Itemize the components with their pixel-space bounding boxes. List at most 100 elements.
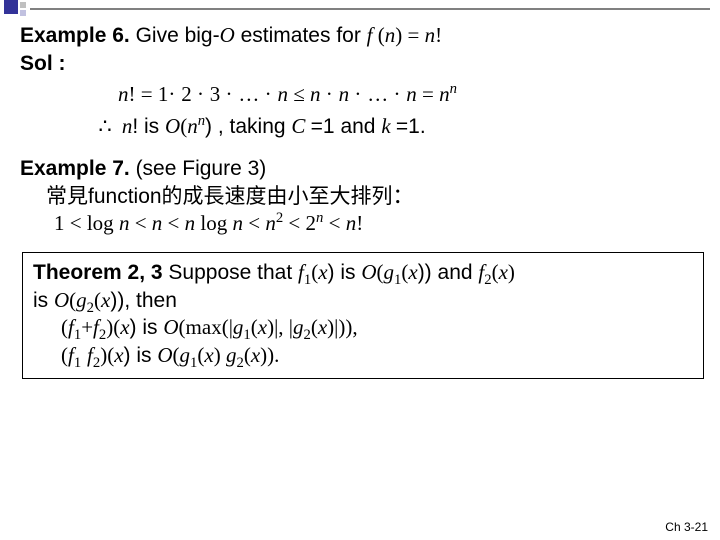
m1-g: n [310, 82, 326, 106]
iq-a: 1 < log [54, 211, 119, 235]
example-6-sol: Sol : [20, 50, 708, 78]
th-x7: x [318, 315, 327, 339]
th-l3a: ( [61, 315, 68, 339]
iq-f: < 2 [283, 211, 316, 235]
m1-d4: · [265, 82, 272, 106]
th-l4h: ( [244, 343, 251, 367]
example-7-heading: Example 7. (see Figure 3) [20, 155, 708, 183]
th-x6: x [258, 315, 267, 339]
m2-e: =1 and [311, 115, 382, 138]
th-gs4b: 2 [236, 355, 243, 371]
example-7-inequality: 1 < log n < n < n log n < n2 < 2n < n! [20, 210, 708, 238]
m1-d: 3 [210, 82, 226, 106]
th-plus: + [81, 315, 93, 339]
deco-square-small-1 [20, 2, 26, 8]
m1-nn-base: n [439, 82, 450, 106]
m2-b: ! is [132, 115, 165, 138]
m1-e: … [238, 82, 264, 106]
deco-horizontal-line [30, 8, 710, 10]
example-7-block: Example 7. (see Figure 3) 常見function的成長速… [20, 155, 708, 238]
m2-k: k [381, 114, 396, 138]
m1-d3: · [226, 82, 233, 106]
ex6-bang: ! [435, 23, 442, 47]
th-gs3b: 2 [303, 328, 310, 344]
th-l2d: )), then [110, 289, 177, 312]
th-l4i: )). [260, 343, 279, 367]
th-l3e: ( [251, 315, 258, 339]
iq-n2: n [152, 211, 163, 235]
th-x3: x [499, 260, 508, 284]
iq-n6: n [346, 211, 357, 235]
th-l4d: ) is [124, 344, 158, 367]
m2-O: O [165, 114, 180, 138]
ex6-big-o: O [220, 23, 235, 47]
iq-b: < [129, 211, 151, 235]
m2-nn: nn [187, 114, 205, 138]
iq-d: log [195, 211, 232, 235]
iq-e: < [243, 211, 265, 235]
theorem-line-4: (f1 f2)(x) is O(g1(x) g2(x)). [33, 342, 693, 370]
slide-content: Example 6. Give big-O estimates for f (n… [20, 22, 708, 379]
example-6-math-1: n! = 1· 2 · 3 · … · n ≤ n · n · … · n = … [20, 81, 708, 109]
m1-eq: = [422, 82, 439, 106]
m2-n: n [122, 114, 133, 138]
m2-nn-exp: n [198, 113, 205, 129]
th-x5: x [120, 315, 129, 339]
m1-j: n [406, 82, 422, 106]
th-x2: x [408, 260, 417, 284]
iq-g: < [323, 211, 345, 235]
th-l3c: ) is [130, 316, 164, 339]
theorem-line-1: Theorem 2, 3 Suppose that f1(x) is O(g1(… [33, 259, 693, 287]
th-x1: x [318, 260, 327, 284]
th-l3g: ( [311, 315, 318, 339]
therefore-symbol: ∴ [94, 113, 116, 141]
ex6-n2: n [425, 23, 436, 47]
m1-nn-exp: n [450, 81, 457, 97]
ex6-n: n [385, 23, 396, 47]
th-x8: x [114, 343, 123, 367]
th-l4g: ) [214, 343, 226, 367]
m1-d5: · [326, 82, 333, 106]
m1-f: n [277, 82, 293, 106]
deco-square-large [4, 0, 18, 14]
th-t1f: )) and [418, 261, 479, 284]
th-t1g: ( [492, 260, 499, 284]
ex6-close: ) = [395, 23, 424, 47]
theorem-line-2: is O(g2(x)), then [33, 287, 693, 315]
m2-C: C [291, 114, 310, 138]
ex6-text-1: Give big- [130, 24, 220, 47]
m2-nn-base: n [187, 114, 198, 138]
ex6-text-2: estimates for [235, 24, 367, 47]
th-O1: O [361, 260, 376, 284]
th-t1d: ( [377, 260, 384, 284]
m2-f: =1. [396, 115, 426, 138]
th-l3h: )|)), [327, 315, 357, 339]
m1-d2: · [197, 82, 204, 106]
th-l3f: )|, | [267, 315, 293, 339]
th-s2: 2 [484, 272, 491, 288]
th-l4c: )( [100, 343, 114, 367]
th-l3d: (max(| [179, 315, 233, 339]
iq-n5: n [265, 211, 276, 235]
m1-nn: nn [439, 82, 457, 106]
th-g4a: g [180, 343, 191, 367]
example-6-heading: Example 6. Give big-O estimates for f (n… [20, 22, 708, 50]
example-6-block: Example 6. Give big-O estimates for f (n… [20, 22, 708, 141]
th-x4: x [101, 288, 110, 312]
m1-b: ! = 1 [129, 82, 169, 106]
m1-d1: · [168, 82, 175, 106]
ex6-f: f [367, 23, 378, 47]
th-g3b: g [293, 315, 304, 339]
m1-h: n [339, 82, 355, 106]
m1-leq: ≤ [293, 82, 310, 106]
ex7-rest: (see Figure 3) [130, 157, 267, 180]
th-t1h: ) [508, 260, 515, 284]
iq-n4: n [232, 211, 243, 235]
th-x9: x [204, 343, 213, 367]
th-l4a: ( [61, 343, 68, 367]
example-6-label: Example 6. [20, 24, 130, 47]
iq-n1: n [119, 211, 130, 235]
m1-d6: · [354, 82, 361, 106]
deco-square-small-2 [20, 10, 26, 16]
th-g2: g [76, 288, 87, 312]
